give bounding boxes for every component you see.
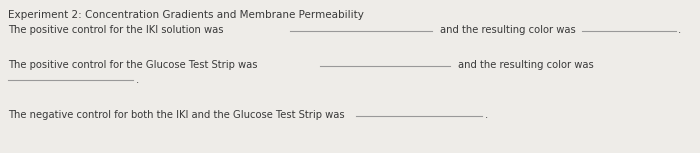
Text: The positive control for the IKI solution was: The positive control for the IKI solutio… <box>8 25 223 35</box>
Text: and the resulting color was: and the resulting color was <box>440 25 575 35</box>
Text: .: . <box>136 75 139 85</box>
Text: .: . <box>678 25 681 35</box>
Text: The positive control for the Glucose Test Strip was: The positive control for the Glucose Tes… <box>8 60 258 70</box>
Text: Experiment 2: Concentration Gradients and Membrane Permeability: Experiment 2: Concentration Gradients an… <box>8 10 364 20</box>
Text: .: . <box>485 110 489 120</box>
Text: The negative control for both the IKI and the Glucose Test Strip was: The negative control for both the IKI an… <box>8 110 344 120</box>
Text: and the resulting color was: and the resulting color was <box>458 60 594 70</box>
